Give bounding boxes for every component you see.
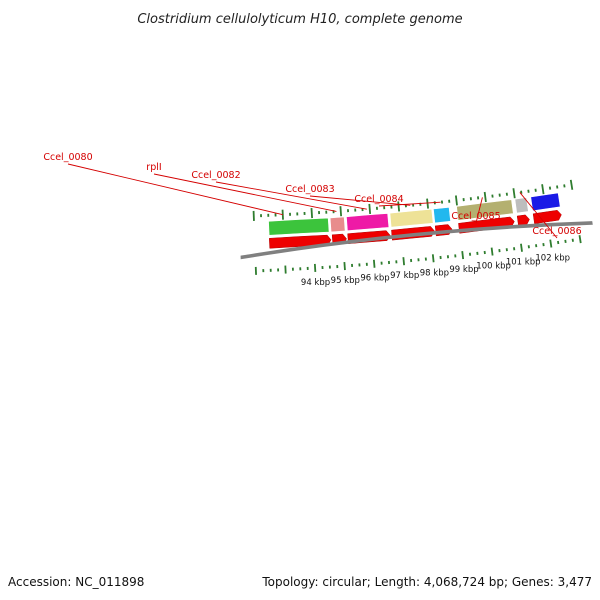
gene-label: Ccel_0080 (43, 152, 92, 163)
kbp-label: 98 kbp (420, 268, 449, 278)
gene-block (456, 199, 514, 221)
inner-tick (431, 254, 435, 263)
inner-tick (461, 251, 465, 260)
gene-label-leader (519, 192, 558, 239)
inner-tick (520, 243, 523, 252)
outer-tick (426, 198, 429, 209)
gene-block (346, 213, 390, 232)
outer-tick (454, 195, 458, 206)
inner-tick (490, 247, 494, 256)
cds-arrow (532, 210, 562, 224)
accession-text: Accession: NC_011898 (8, 575, 144, 589)
outer-tick (339, 206, 343, 217)
inner-tick (372, 259, 376, 268)
gene-track (268, 192, 561, 236)
gene-block (389, 208, 434, 228)
map-title: Clostridium cellulolyticum H10, complete… (137, 12, 462, 27)
gene-label: Ccel_0086 (532, 226, 581, 237)
kbp-label: 97 kbp (390, 271, 419, 281)
gene-label-leader (378, 201, 441, 207)
inner-tick-ring (254, 235, 582, 275)
outer-tick (368, 203, 372, 214)
gene-label-layer: rplI Ccel_0080 Ccel_0082 Ccel_0083 Ccel_0084… (43, 152, 582, 239)
gene-label-leader (153, 173, 337, 212)
inner-tick (343, 261, 346, 271)
gene-block (433, 206, 451, 224)
inner-tick (402, 257, 405, 266)
genome-summary-text: Topology: circular; Length: 4,068,724 bp… (261, 575, 592, 589)
inner-tick (549, 239, 553, 248)
gene-label-leader (475, 197, 483, 224)
gene-label: rplI (146, 162, 161, 173)
gene-label: Ccel_0085 (451, 211, 500, 222)
backbone-ring (240, 221, 593, 260)
gene-label-leader (309, 195, 411, 206)
gene-label-leader (215, 181, 367, 210)
kbp-label: 94 kbp (301, 278, 330, 288)
outer-tick (512, 188, 516, 199)
gene-label: Ccel_0083 (285, 184, 334, 195)
gene-block (514, 197, 529, 214)
kbp-label: 99 kbp (449, 265, 478, 275)
kbp-label: 95 kbp (331, 276, 360, 286)
kbp-label: 102 kbp (535, 253, 570, 263)
gene-label: Ccel_0082 (191, 170, 240, 181)
outer-tick (397, 201, 401, 212)
kbp-label: 101 kbp (506, 258, 541, 268)
outer-tick (310, 208, 313, 219)
kbp-label: 96 kbp (360, 274, 389, 284)
outer-tick (541, 184, 545, 195)
outer-tick (483, 191, 487, 203)
gene-block (329, 216, 346, 233)
gene-label-leader (67, 163, 283, 216)
backbone-track (240, 221, 593, 260)
gene-block (268, 217, 330, 236)
gene-label: Ccel_0084 (354, 194, 403, 205)
kbp-label-ring: 94 kbp 95 kbp 96 kbp 97 kbp 98 kbp 99 kbp100 … (301, 253, 570, 287)
outer-tick (569, 179, 574, 190)
gene-block (530, 192, 561, 212)
inner-tick (578, 235, 582, 244)
kbp-label: 100 kbp (476, 262, 511, 272)
